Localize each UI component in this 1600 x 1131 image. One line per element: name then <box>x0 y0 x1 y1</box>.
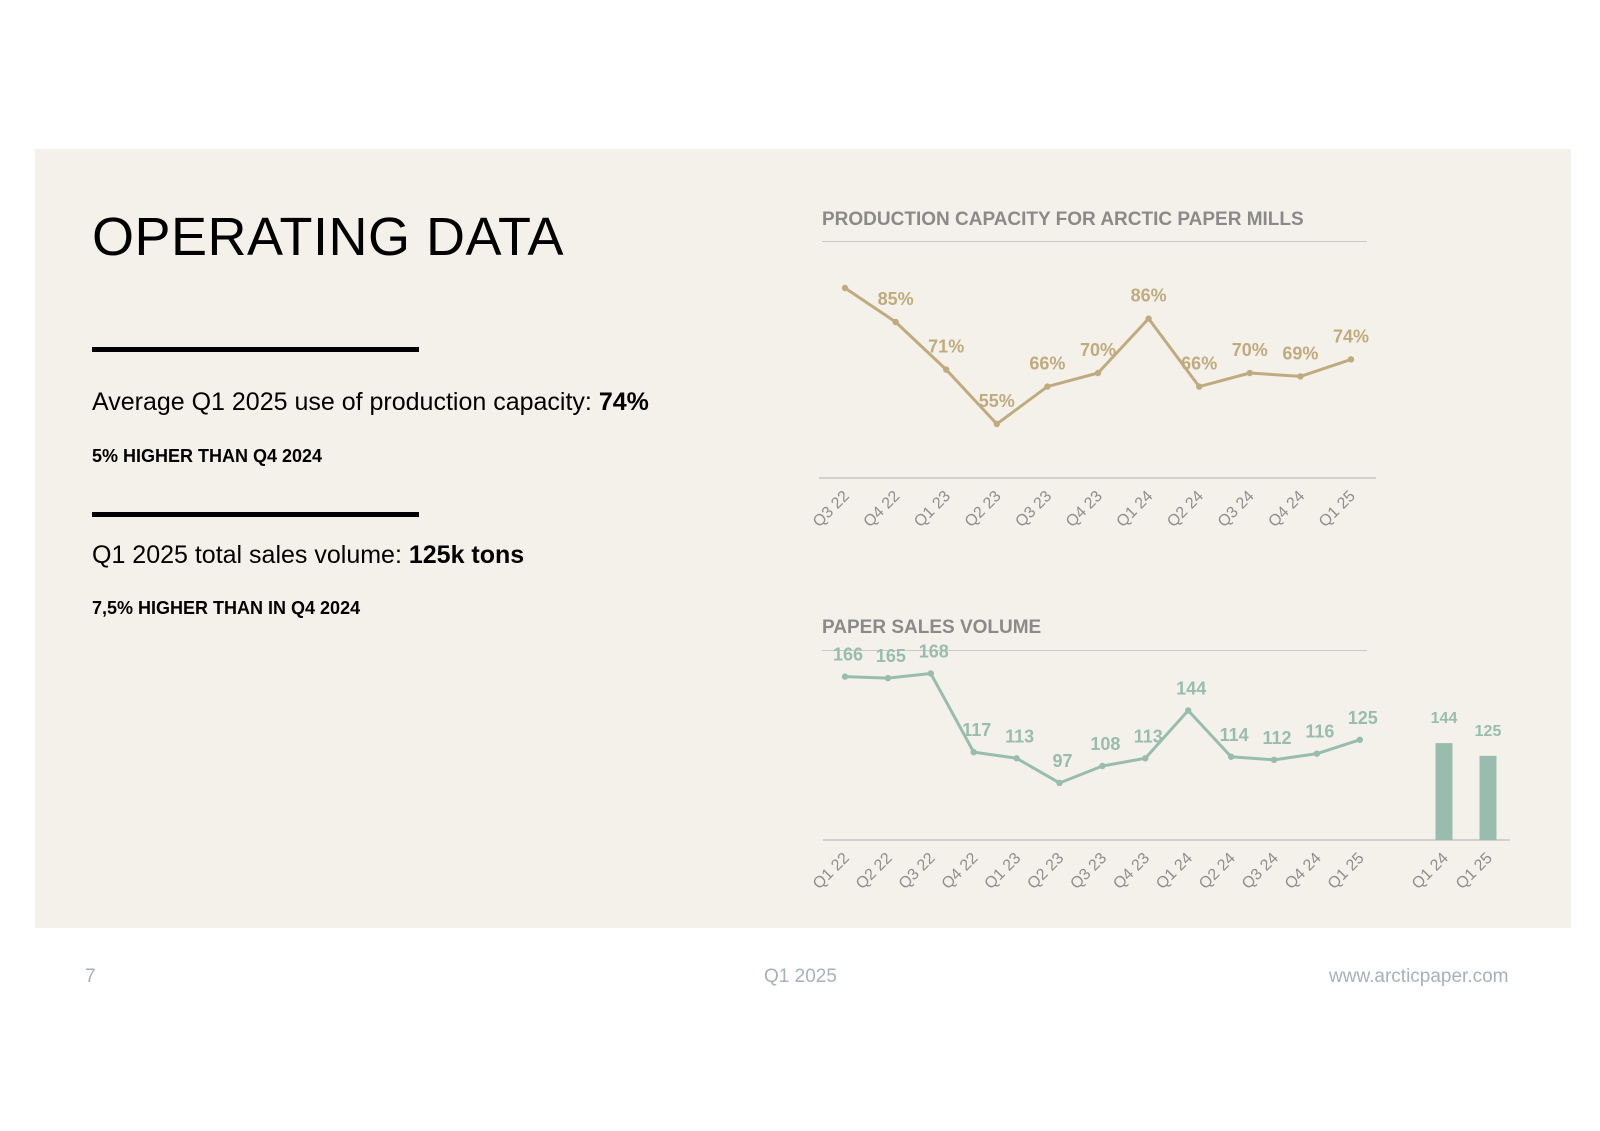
sales-x-tick-label: Q4 23 <box>1110 850 1153 893</box>
capacity-data-label: 70% <box>1232 340 1268 360</box>
sales-data-label: 144 <box>1176 679 1206 699</box>
sales-comparison-bar-label: 125 <box>1475 723 1502 740</box>
sales-kpi-value: 125k tons <box>408 541 525 569</box>
capacity-kpi-value: 74% <box>598 388 649 416</box>
sales-data-point <box>1056 779 1063 787</box>
capacity-data-label: 71% <box>928 337 964 357</box>
sales-data-label: 113 <box>1005 726 1034 746</box>
sales-data-point <box>1013 755 1020 762</box>
sales-x-tick-label: Q3 23 <box>1067 850 1110 893</box>
page-number: 7 <box>85 966 96 987</box>
capacity-chart-title: PRODUCTION CAPACITY FOR ARCTIC PAPER MIL… <box>822 209 1304 230</box>
divider-rule <box>92 512 419 517</box>
sales-data-point <box>1356 736 1364 743</box>
footer-website-link[interactable]: www.arcticpaper.com <box>1329 966 1509 987</box>
capacity-data-label: 85% <box>878 289 914 309</box>
sales-data-label: 112 <box>1262 728 1291 748</box>
page-title: OPERATING DATA <box>92 207 565 267</box>
capacity-data-point <box>1297 373 1304 380</box>
sales-data-point <box>1313 750 1321 757</box>
sales-chart-title: PAPER SALES VOLUME <box>822 617 1042 638</box>
sales-kpi: Q1 2025 total sales volume: 125k tons <box>92 541 524 570</box>
capacity-data-label: 66% <box>1181 354 1217 374</box>
capacity-kpi: Average Q1 2025 use of production capaci… <box>92 388 649 417</box>
divider-rule <box>92 347 419 352</box>
sales-x-tick-label: Q1 23 <box>982 850 1025 893</box>
sales-x-tick-label: Q4 22 <box>939 850 982 893</box>
sales-data-point <box>1099 762 1106 770</box>
sales-data-point <box>970 748 977 756</box>
sales-x-tick-label: Q3 24 <box>1239 850 1282 893</box>
capacity-data-point <box>993 420 1000 428</box>
sales-x-tick-label: Q2 24 <box>1196 850 1239 893</box>
sales-data-point <box>1227 753 1235 760</box>
capacity-data-label: 55% <box>979 391 1015 411</box>
capacity-data-label: 74% <box>1333 326 1369 346</box>
sales-data-label: 114 <box>1220 725 1249 745</box>
sales-data-label: 166 <box>833 645 863 665</box>
sales-x-tick-label: Q3 22 <box>896 850 939 893</box>
sales-x-tick-label: Q1 22 <box>810 850 853 893</box>
capacity-data-point <box>892 318 899 326</box>
sales-data-label: 125 <box>1348 708 1378 728</box>
capacity-data-point <box>1044 383 1051 390</box>
sales-x-tick-label: Q4 24 <box>1282 850 1325 893</box>
footer-period: Q1 2025 <box>764 966 837 987</box>
sales-data-point <box>1142 755 1149 762</box>
sales-x-tick-label: Q2 23 <box>1024 850 1067 893</box>
capacity-data-label: 70% <box>1080 340 1116 360</box>
sales-data-point <box>884 674 892 682</box>
sales-comparison-tick-label: Q1 24 <box>1409 850 1452 893</box>
capacity-chart-title-rule <box>822 241 1367 242</box>
sales-x-tick-label: Q2 22 <box>853 850 896 893</box>
sales-kpi-note: 7,5% HIGHER THAN IN Q4 2024 <box>92 598 361 618</box>
capacity-data-label: 66% <box>1029 354 1065 374</box>
sales-data-label: 117 <box>962 720 991 740</box>
capacity-data-point <box>1246 369 1254 377</box>
sales-data-label: 97 <box>1052 751 1072 771</box>
sales-data-point <box>841 673 849 680</box>
capacity-data-point <box>1145 315 1152 322</box>
sales-data-label: 108 <box>1090 734 1120 754</box>
sales-x-tick-label: Q1 25 <box>1325 850 1368 893</box>
sales-comparison-bar <box>1435 743 1453 840</box>
sales-chart-title-rule <box>822 650 1367 651</box>
sales-data-label: 113 <box>1134 726 1163 746</box>
capacity-data-point <box>1347 356 1355 363</box>
sales-kpi-text: Q1 2025 total sales volume: <box>92 541 409 569</box>
sales-data-label: 168 <box>919 642 949 662</box>
sales-data-label: 116 <box>1305 722 1334 742</box>
sales-comparison-bar <box>1479 755 1497 840</box>
capacity-data-point <box>1196 383 1203 390</box>
capacity-kpi-text: Average Q1 2025 use of production capaci… <box>92 388 599 416</box>
sales-data-point <box>1270 756 1278 764</box>
capacity-data-point <box>841 284 849 292</box>
capacity-data-label: 86% <box>1131 286 1167 306</box>
sales-data-point <box>1185 707 1192 714</box>
sales-comparison-tick-label: Q1 25 <box>1453 850 1496 893</box>
sales-data-label: 165 <box>876 646 906 666</box>
content-panel <box>35 149 1571 928</box>
sales-data-point <box>927 670 934 677</box>
capacity-data-point <box>1094 369 1102 377</box>
capacity-data-label: 69% <box>1282 343 1318 363</box>
capacity-kpi-note: 5% HIGHER THAN Q4 2024 <box>92 446 323 466</box>
capacity-data-point <box>943 366 950 373</box>
sales-x-tick-label: Q1 24 <box>1153 850 1196 893</box>
sales-comparison-bar-label: 144 <box>1431 710 1458 727</box>
